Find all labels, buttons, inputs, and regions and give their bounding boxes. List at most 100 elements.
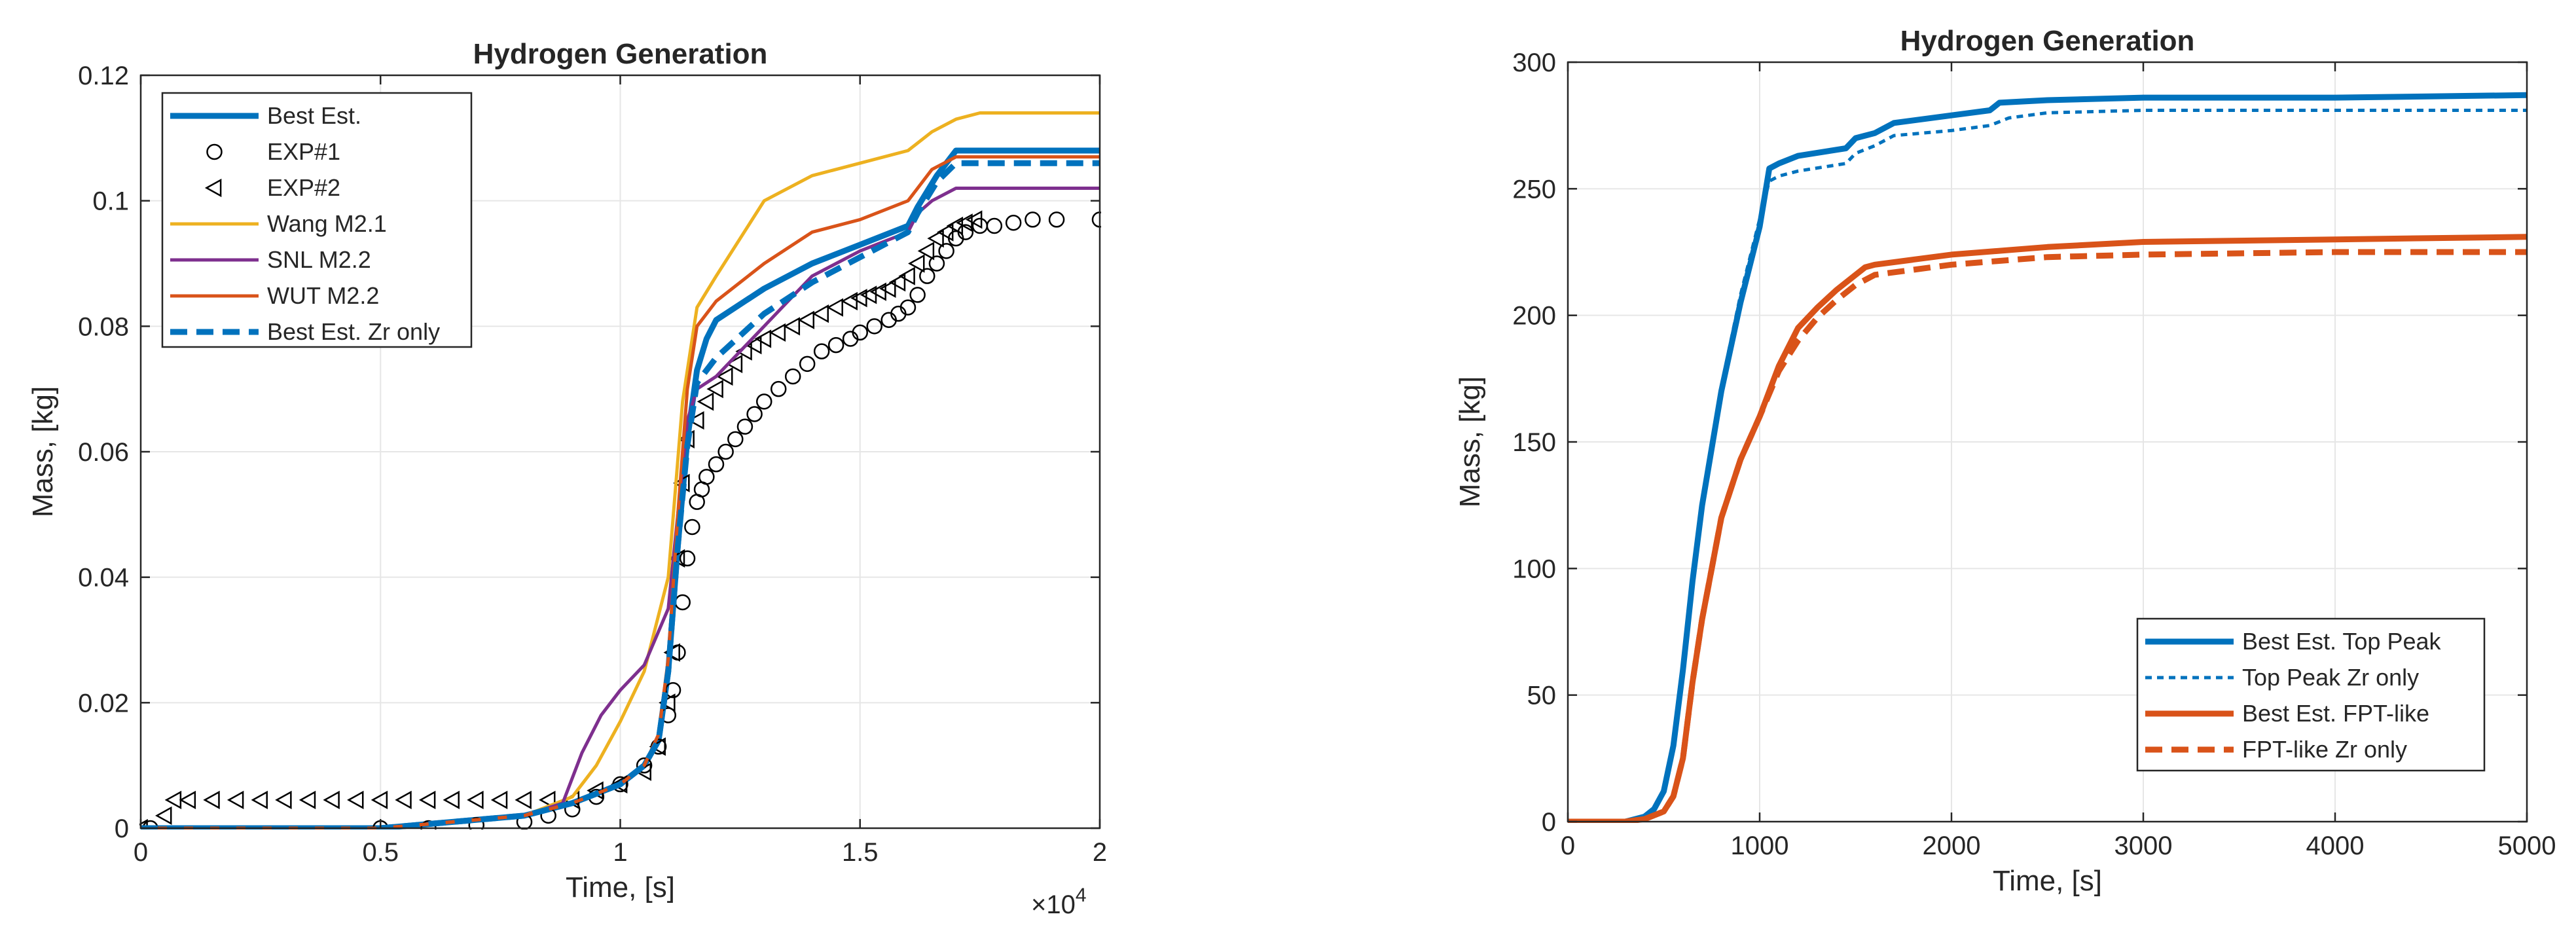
x-axis-label: Time, [s]: [566, 871, 675, 903]
y-tick-label: 0.1: [92, 187, 129, 216]
legend-label: Best Est. Top Peak: [2242, 628, 2442, 655]
data-point-triangle: [706, 380, 723, 399]
data-point-circle: [919, 268, 935, 284]
series-best-est-zr-only-line: [141, 160, 1100, 830]
data-point-circle: [784, 368, 801, 385]
x-tick-label: 3000: [2114, 831, 2173, 860]
data-point-triangle: [371, 790, 388, 809]
data-point-triangle: [418, 790, 436, 809]
data-point-circle: [770, 380, 787, 397]
data-point-triangle: [395, 790, 412, 809]
data-point-triangle: [203, 790, 220, 809]
series-wut-m2-2-line: [141, 155, 1100, 830]
chart-panel-2: 0 1000 2000 3000 4000 5000 0 50 100 150 200 250 300 H…: [1454, 25, 2556, 897]
legend-label: WUT M2.2: [267, 282, 379, 309]
data-point-triangle: [888, 273, 906, 292]
y-tick-label: 0.08: [78, 312, 129, 341]
y-tick-label: 100: [1512, 555, 1556, 583]
data-point-triangle: [155, 806, 172, 825]
data-point-triangle: [659, 693, 676, 712]
legend-label: Best Est.: [267, 102, 361, 129]
data-point-triangle: [917, 242, 935, 261]
data-point-triangle: [769, 323, 786, 342]
data-point-triangle: [467, 790, 484, 809]
y-tick-label: 0: [115, 814, 129, 843]
x-tick-label: 5000: [2498, 831, 2556, 860]
y-tick-label: 0: [1542, 808, 1556, 837]
data-point-triangle: [908, 254, 925, 273]
data-point-triangle: [879, 279, 896, 298]
data-point-triangle: [745, 335, 762, 355]
y-tick-label: 150: [1512, 428, 1556, 457]
legend-box: [161, 92, 473, 348]
data-point-circle: [1025, 211, 1041, 228]
y-axis-label: Mass, [kg]: [1454, 376, 1486, 508]
data-point-circle: [852, 324, 868, 341]
legend-label: Top Peak Zr only: [2242, 664, 2419, 691]
legend-label: FPT-like Zr only: [2242, 736, 2407, 763]
data-point-circle: [736, 418, 753, 435]
legend-label: Wang M2.1: [267, 210, 387, 237]
data-point-circle: [813, 343, 830, 359]
chart-title: Hydrogen Generation: [1900, 25, 2195, 57]
data-point-triangle: [754, 329, 772, 348]
series-top-peak-zr-only-line: [1568, 109, 2527, 823]
data-point-triangle: [965, 210, 983, 229]
legend-item: SNL M2.2: [170, 246, 371, 273]
legend-label: Best Est. FPT-like: [2242, 700, 2429, 727]
x-tick-label: 0.5: [362, 838, 399, 867]
y-tick-label: 0.02: [78, 689, 129, 718]
data-point-triangle: [490, 790, 508, 809]
data-point-triangle: [443, 790, 460, 809]
data-point-circle: [746, 406, 763, 422]
y-tick-label: 200: [1512, 302, 1556, 331]
data-point-triangle: [898, 266, 915, 285]
data-point-triangle: [610, 775, 628, 794]
data-point-circle: [986, 217, 1003, 234]
legend-item: EXP#1: [206, 138, 340, 165]
x-axis-multiplier: ×104: [1031, 884, 1087, 919]
data-point-circle: [938, 243, 954, 259]
data-point-circle: [468, 816, 484, 830]
legend-item: Top Peak Zr only: [2145, 664, 2419, 691]
y-tick-label: 0.04: [78, 564, 129, 592]
y-tick-label: 0.12: [78, 62, 129, 90]
data-point-triangle: [716, 367, 733, 386]
x-tick-label: 1000: [1731, 831, 1789, 860]
x-tick-label: 1: [613, 838, 627, 867]
data-point-triangle: [797, 310, 815, 329]
y-tick-label: 250: [1512, 175, 1556, 204]
legend-label: EXP#2: [267, 174, 340, 201]
data-point-circle: [708, 456, 725, 473]
chart-panel-1: 0 0.5 1 1.5 2 0 0.02 0.04 0.06 0.08 0.1 0.12 Hydroge…: [27, 38, 1107, 919]
data-point-circle: [1048, 211, 1065, 228]
data-point-circle: [684, 519, 700, 536]
legend-item: WUT M2.2: [170, 282, 379, 309]
legend-item: Best Est.: [170, 102, 361, 129]
data-point-triangle: [725, 354, 743, 373]
x-tick-label: 4000: [2306, 831, 2365, 860]
x-tick-label: 0: [1561, 831, 1575, 860]
data-point-circle: [899, 299, 916, 316]
x-tick-label: 2000: [1923, 831, 1981, 860]
series-group: [139, 111, 1101, 830]
x-tick-label: 1.5: [842, 838, 879, 867]
data-point-triangle: [347, 790, 364, 809]
data-point-triangle: [539, 790, 556, 809]
data-point-circle: [799, 356, 816, 373]
data-point-circle: [727, 431, 744, 448]
y-axis-label: Mass, [kg]: [27, 386, 59, 518]
legend-marker-triangle: [204, 178, 222, 198]
legend-marker-circle: [206, 143, 223, 160]
data-point-triangle: [515, 790, 532, 809]
data-point-triangle: [227, 790, 244, 809]
data-point-circle: [1005, 214, 1022, 231]
legend-item: Best Est. Top Peak: [2145, 628, 2442, 655]
data-point-circle: [909, 287, 926, 303]
data-point-circle: [679, 550, 696, 567]
data-point-triangle: [783, 317, 801, 336]
data-point-triangle: [179, 790, 196, 809]
x-multiplier-exponent: 4: [1076, 884, 1087, 906]
y-tick-label: 300: [1512, 48, 1556, 77]
data-point-circle: [928, 255, 945, 272]
